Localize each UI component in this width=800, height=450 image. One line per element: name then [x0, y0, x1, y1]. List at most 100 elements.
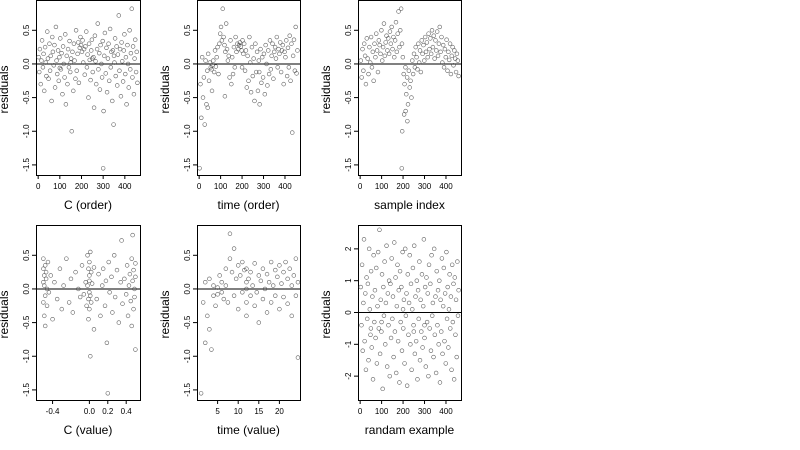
data-point	[252, 303, 257, 308]
y-tick-label: -0.5	[22, 315, 31, 329]
x-axis-title: time (value)	[217, 423, 280, 437]
data-point	[120, 301, 125, 306]
x-axis-title: C (value)	[64, 423, 113, 437]
data-point	[87, 57, 92, 63]
data-point	[446, 307, 452, 312]
data-point	[125, 61, 131, 67]
data-point	[404, 92, 409, 97]
data-point	[90, 69, 95, 75]
data-point	[52, 280, 57, 285]
data-point	[97, 50, 102, 56]
data-point	[368, 268, 374, 274]
data-point	[217, 273, 222, 278]
data-point	[374, 31, 379, 36]
data-point	[215, 292, 220, 297]
data-point	[411, 329, 416, 334]
data-point	[203, 280, 208, 285]
data-point	[369, 345, 374, 350]
data-point	[377, 42, 382, 48]
data-point	[215, 44, 220, 50]
data-point	[100, 166, 106, 171]
data-point	[365, 56, 370, 61]
data-point	[96, 271, 101, 277]
data-point	[374, 361, 380, 366]
data-point	[367, 307, 372, 312]
data-point	[360, 46, 365, 52]
data-point	[278, 69, 284, 75]
data-point	[395, 338, 401, 344]
data-point	[431, 33, 436, 38]
data-point	[244, 280, 249, 285]
data-point	[287, 33, 292, 38]
data-point	[375, 69, 381, 75]
y-tick-label: 0	[344, 310, 353, 315]
y-tick-label: 0.5	[183, 249, 192, 261]
data-point	[439, 34, 444, 40]
data-point	[274, 34, 280, 40]
data-point	[109, 274, 114, 280]
data-point	[412, 243, 417, 248]
data-point	[412, 65, 418, 70]
data-point	[219, 290, 224, 295]
data-point	[65, 81, 70, 87]
data-point	[435, 323, 440, 328]
data-point	[104, 90, 110, 95]
y-tick-label: 1	[344, 278, 353, 283]
data-point	[363, 367, 369, 372]
data-point	[116, 13, 121, 18]
data-point	[91, 265, 97, 270]
data-point	[380, 386, 385, 392]
data-point	[82, 72, 87, 77]
y-tick-label: -1	[344, 340, 353, 348]
data-point	[239, 48, 244, 53]
data-point	[64, 256, 69, 261]
data-point	[78, 42, 84, 48]
data-point	[374, 265, 379, 271]
data-point	[404, 291, 409, 296]
data-point	[115, 83, 120, 88]
data-point	[42, 263, 48, 268]
data-point	[221, 34, 226, 40]
data-point	[110, 98, 115, 104]
data-point	[47, 68, 53, 73]
data-point	[59, 50, 64, 56]
data-point	[99, 61, 104, 67]
data-point	[50, 49, 56, 55]
data-point	[221, 296, 226, 302]
data-point	[361, 300, 366, 306]
data-point	[123, 71, 128, 77]
y-tick-label: 0.0	[22, 283, 31, 295]
data-point	[227, 75, 232, 80]
y-tick-label: -1.5	[22, 382, 31, 396]
data-point	[449, 53, 454, 59]
data-point	[76, 286, 81, 292]
data-point	[450, 262, 455, 267]
data-point	[57, 266, 63, 271]
data-point	[434, 268, 439, 274]
data-point	[225, 300, 231, 305]
data-point	[126, 85, 131, 90]
data-point	[281, 294, 286, 300]
data-point	[79, 49, 85, 55]
data-point	[294, 71, 299, 76]
data-point	[238, 273, 243, 278]
data-point	[70, 310, 76, 315]
data-point	[55, 48, 61, 53]
data-point	[265, 83, 270, 88]
data-point	[68, 60, 73, 65]
data-point	[421, 237, 427, 242]
data-point	[71, 41, 77, 46]
data-point	[387, 29, 393, 34]
data-point	[205, 68, 210, 73]
data-point	[392, 55, 397, 60]
data-point	[46, 76, 51, 81]
data-point	[254, 49, 260, 55]
data-point	[375, 303, 380, 309]
data-point	[89, 269, 94, 275]
data-point	[440, 303, 446, 309]
data-point	[443, 361, 448, 366]
data-point	[279, 281, 284, 286]
data-point	[201, 75, 207, 80]
data-point	[131, 306, 136, 312]
data-point	[56, 78, 61, 83]
